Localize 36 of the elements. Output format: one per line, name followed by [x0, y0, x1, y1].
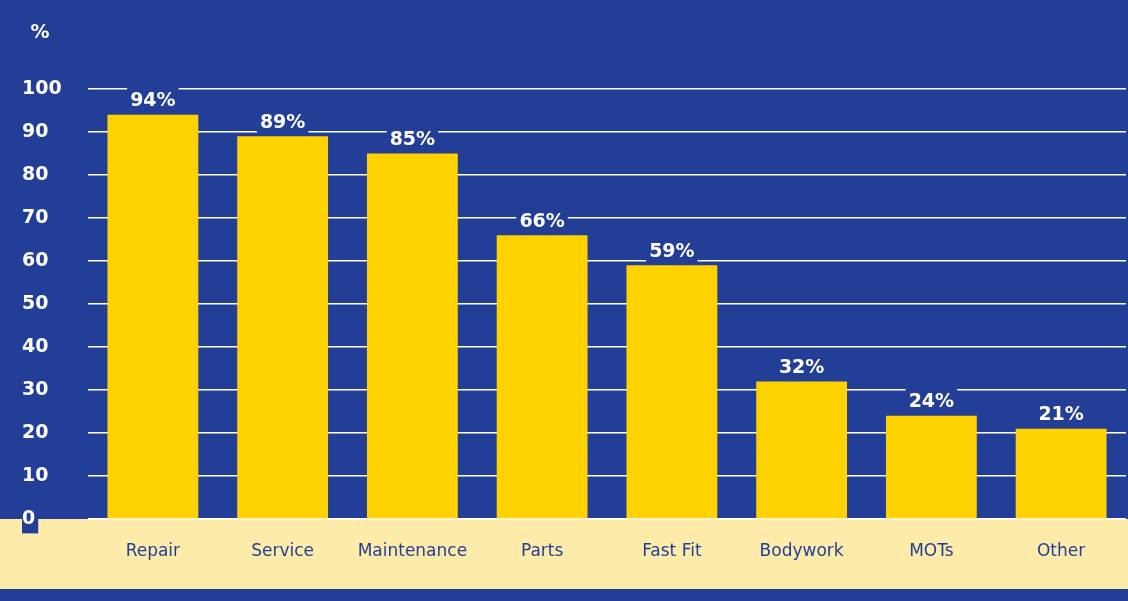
y-tick-label: 70 — [22, 204, 49, 227]
y-tick-label: 0 — [22, 505, 36, 528]
y-tick-label: 60 — [22, 247, 49, 270]
data-label: 59% — [649, 238, 695, 261]
bar — [756, 381, 848, 519]
y-tick-label: 50 — [22, 290, 49, 313]
bar — [885, 415, 977, 519]
x-tick-label: Repair — [125, 539, 181, 560]
x-tick-label: Other — [1036, 539, 1086, 560]
bar — [1015, 428, 1107, 519]
x-tick-label: Fast Fit — [642, 539, 702, 560]
bar — [496, 235, 588, 519]
data-label: 89% — [259, 109, 306, 132]
bar — [626, 265, 718, 519]
data-label: 66% — [519, 208, 565, 231]
data-label: 24% — [908, 389, 955, 412]
y-tick-label: 10 — [22, 462, 49, 485]
y-tick-label: 20 — [22, 419, 49, 442]
x-tick-label: MOTs — [909, 539, 954, 560]
y-tick-label: 90 — [22, 118, 49, 141]
y-tick-label: 40 — [22, 333, 49, 356]
y-tick-label: 30 — [22, 376, 49, 399]
x-tick-label: Bodywork — [759, 539, 844, 560]
bar — [237, 136, 329, 519]
x-tick-label: Maintenance — [357, 539, 468, 560]
y-tick-label: 80 — [22, 161, 49, 184]
data-label: 21% — [1038, 402, 1084, 425]
y-axis-title: % — [30, 19, 50, 42]
data-label: 94% — [130, 88, 176, 111]
x-tick-label: Parts — [520, 539, 564, 560]
bar — [366, 153, 458, 519]
data-label: 85% — [389, 126, 436, 149]
x-tick-label: Service — [251, 539, 315, 560]
bar — [107, 114, 199, 519]
y-tick-label: 100 — [22, 75, 62, 98]
data-label: 32% — [778, 354, 825, 377]
